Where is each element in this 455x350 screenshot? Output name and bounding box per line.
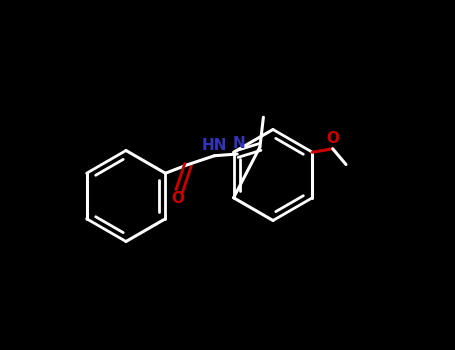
- Text: HN: HN: [202, 138, 227, 153]
- Text: O: O: [326, 132, 339, 146]
- Text: N: N: [233, 136, 245, 151]
- Text: O: O: [171, 191, 184, 206]
